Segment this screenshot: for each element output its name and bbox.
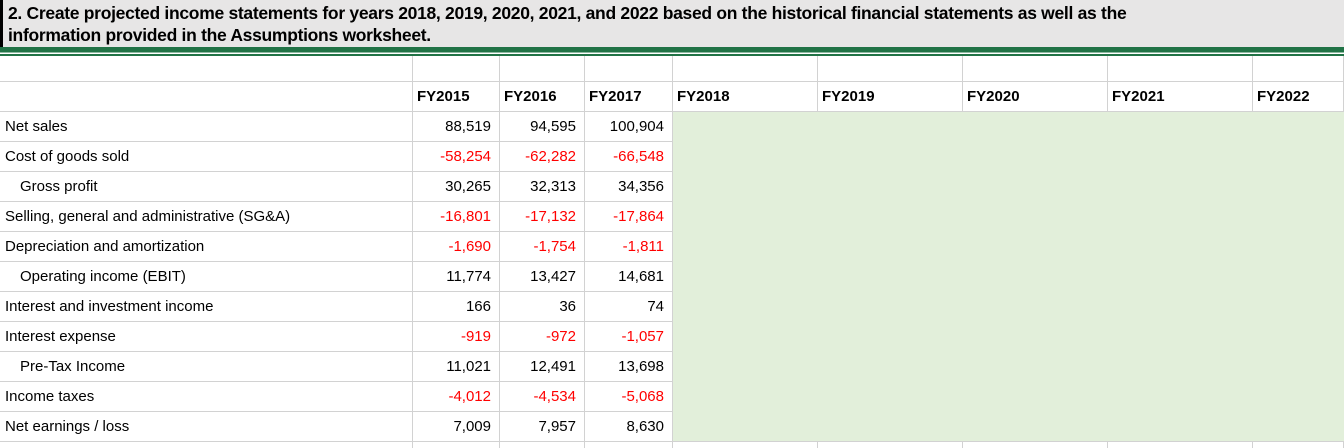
empty-cell[interactable] [1108,56,1253,82]
value-cell[interactable]: 94,595 [500,112,585,142]
value-cell[interactable]: 32,313 [500,172,585,202]
column-header-fy2020[interactable]: FY2020 [963,82,1108,112]
value-cell[interactable]: 166 [413,292,500,322]
green-accent-divider [0,47,1344,56]
task-instruction-line1: 2. Create projected income statements fo… [8,3,1127,23]
row-label[interactable]: Net earnings / loss [0,412,413,442]
value-cell[interactable]: 100,904 [585,112,673,142]
projection-empty-cell[interactable] [673,292,1344,322]
column-header-fy2016[interactable]: FY2016 [500,82,585,112]
row-label[interactable]: Income taxes [0,382,413,412]
projection-empty-cell[interactable] [673,112,1344,142]
value-cell[interactable]: -66,548 [585,142,673,172]
row-label[interactable]: Cost of goods sold [0,142,413,172]
empty-cell[interactable] [1253,56,1344,82]
partial-row-cell[interactable] [1108,442,1253,448]
value-cell[interactable]: -17,132 [500,202,585,232]
task-instruction-line2: information provided in the Assumptions … [8,24,431,45]
value-cell[interactable]: 12,491 [500,352,585,382]
projection-empty-cell[interactable] [673,352,1344,382]
value-cell[interactable]: -4,534 [500,382,585,412]
partial-row-cell[interactable] [0,442,413,448]
projection-empty-cell[interactable] [673,262,1344,292]
row-label[interactable]: Net sales [0,112,413,142]
row-label[interactable]: Operating income (EBIT) [0,262,413,292]
empty-cell[interactable] [500,56,585,82]
row-label[interactable]: Interest and investment income [0,292,413,322]
value-cell[interactable]: 13,427 [500,262,585,292]
value-cell[interactable]: -17,864 [585,202,673,232]
value-cell[interactable]: -62,282 [500,142,585,172]
value-cell[interactable]: 36 [500,292,585,322]
projection-empty-cell[interactable] [673,382,1344,412]
partial-row-cell[interactable] [963,442,1108,448]
value-cell[interactable]: 11,021 [413,352,500,382]
value-cell[interactable]: 14,681 [585,262,673,292]
value-cell[interactable]: -16,801 [413,202,500,232]
value-cell[interactable]: -1,811 [585,232,673,262]
row-label[interactable]: Gross profit [0,172,413,202]
projection-empty-cell[interactable] [673,412,1344,442]
column-header-fy2022[interactable]: FY2022 [1253,82,1344,112]
value-cell[interactable]: 88,519 [413,112,500,142]
value-cell[interactable]: -1,690 [413,232,500,262]
empty-cell[interactable] [963,56,1108,82]
empty-cell[interactable] [0,56,413,82]
empty-cell[interactable] [585,56,673,82]
value-cell[interactable]: -972 [500,322,585,352]
row-label-header-cell[interactable] [0,82,413,112]
column-header-fy2017[interactable]: FY2017 [585,82,673,112]
projection-empty-cell[interactable] [673,202,1344,232]
column-header-fy2018[interactable]: FY2018 [673,82,818,112]
partial-row-cell[interactable] [413,442,500,448]
value-cell[interactable]: 13,698 [585,352,673,382]
value-cell[interactable]: -58,254 [413,142,500,172]
row-label[interactable]: Interest expense [0,322,413,352]
value-cell[interactable]: 7,957 [500,412,585,442]
partial-row-cell[interactable] [500,442,585,448]
empty-cell[interactable] [818,56,963,82]
projection-empty-cell[interactable] [673,142,1344,172]
value-cell[interactable]: -1,754 [500,232,585,262]
value-cell[interactable]: 34,356 [585,172,673,202]
partial-row-cell[interactable] [1253,442,1344,448]
projection-empty-cell[interactable] [673,322,1344,352]
value-cell[interactable]: 74 [585,292,673,322]
value-cell[interactable]: 8,630 [585,412,673,442]
projection-empty-cell[interactable] [673,172,1344,202]
value-cell[interactable]: -4,012 [413,382,500,412]
row-label[interactable]: Selling, general and administrative (SG&… [0,202,413,232]
row-label[interactable]: Pre-Tax Income [0,352,413,382]
value-cell[interactable]: -919 [413,322,500,352]
value-cell[interactable]: -1,057 [585,322,673,352]
column-header-fy2021[interactable]: FY2021 [1108,82,1253,112]
task-instruction-cell[interactable]: 2. Create projected income statements fo… [0,0,1344,47]
row-label[interactable]: Depreciation and amortization [0,232,413,262]
value-cell[interactable]: 30,265 [413,172,500,202]
empty-cell[interactable] [673,56,818,82]
empty-cell[interactable] [413,56,500,82]
projection-empty-cell[interactable] [673,232,1344,262]
value-cell[interactable]: -5,068 [585,382,673,412]
income-statement-grid: FY2015 FY2016 FY2017 FY2018 FY2019 FY2020 FY20… [0,56,1344,448]
partial-row-cell[interactable] [673,442,818,448]
column-header-fy2015[interactable]: FY2015 [413,82,500,112]
column-header-fy2019[interactable]: FY2019 [818,82,963,112]
value-cell[interactable]: 7,009 [413,412,500,442]
partial-row-cell[interactable] [818,442,963,448]
value-cell[interactable]: 11,774 [413,262,500,292]
partial-row-cell[interactable] [585,442,673,448]
